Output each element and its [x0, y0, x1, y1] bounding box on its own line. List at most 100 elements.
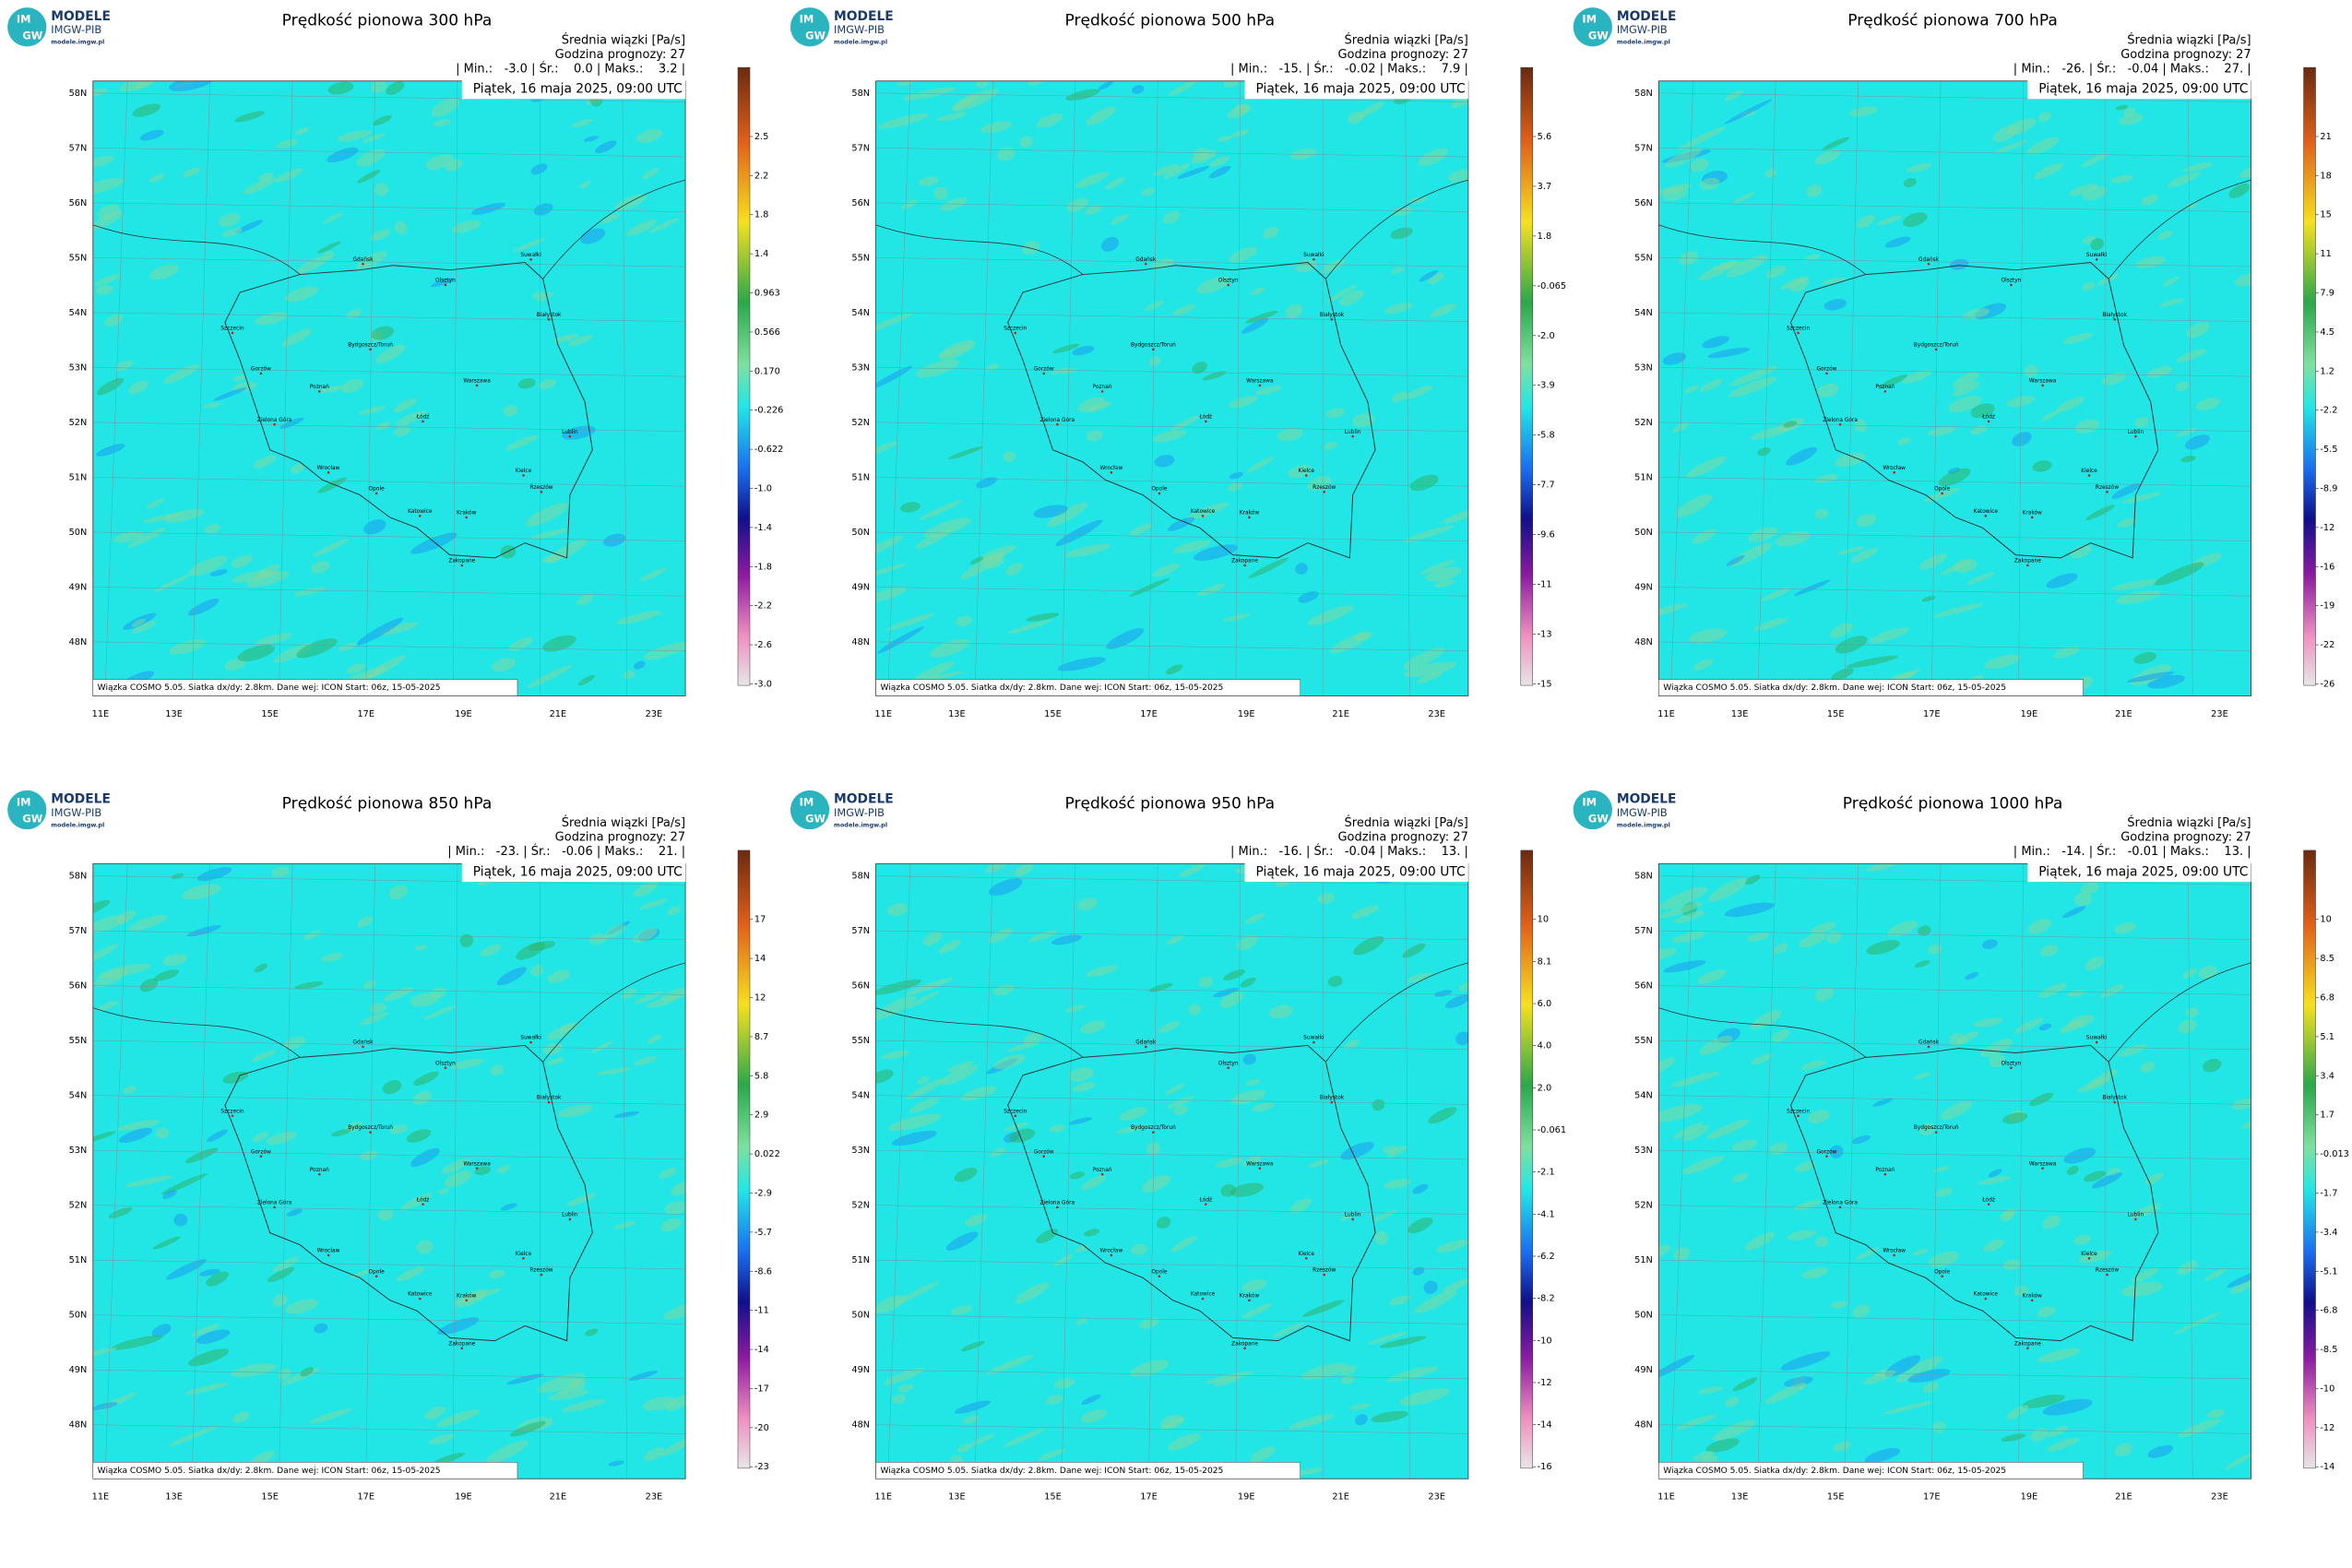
field-patch	[274, 168, 303, 183]
logo-mark: IM	[17, 13, 31, 26]
field-patch	[1349, 1403, 1371, 1410]
colorbar-label: -0.061	[1538, 1125, 1566, 1135]
field-patch	[492, 658, 517, 672]
city-label: Kraków	[2023, 510, 2043, 517]
city-label: Kielce	[1299, 1252, 1315, 1257]
lat-label: 52N	[851, 418, 870, 428]
city-dot	[1838, 422, 1842, 426]
field-patch	[1192, 361, 1207, 374]
field-patch	[875, 441, 897, 457]
logo-url: modele.imgw.pl	[51, 39, 104, 46]
field-patch	[1141, 187, 1155, 196]
lat-label: 58N	[69, 89, 88, 99]
field-patch	[1168, 1433, 1201, 1451]
field-patch	[1069, 1171, 1086, 1180]
graticule	[92, 367, 686, 377]
city-dot	[1941, 492, 1943, 495]
field-patch	[2167, 172, 2201, 187]
field-patch	[1392, 207, 1413, 216]
field-patch	[375, 344, 406, 363]
field-patch	[1918, 925, 1931, 936]
field-patch	[2195, 398, 2221, 410]
field-patch	[451, 220, 481, 233]
colorbar-label: -7.7	[1538, 481, 1555, 491]
field-patch	[917, 1076, 930, 1085]
field-patch	[232, 569, 278, 583]
field-patch	[2228, 183, 2250, 198]
field-patch	[1966, 572, 1995, 586]
city-label: Wrocław	[1100, 1249, 1123, 1254]
field-patch	[643, 642, 686, 660]
graticule	[191, 863, 210, 1479]
field-patch	[671, 1182, 686, 1196]
field-patch	[2022, 1394, 2066, 1408]
field-patch	[2000, 1210, 2014, 1222]
field-patch	[2002, 1259, 2021, 1271]
city-label: Kielce	[2081, 469, 2097, 474]
field-patch	[508, 636, 533, 652]
city-label: Warszawa	[2029, 379, 2057, 385]
graticule	[1931, 863, 1942, 1479]
field-patch	[2024, 364, 2038, 378]
coast	[875, 179, 1468, 279]
field-patch	[1775, 530, 1811, 547]
field-patch	[1170, 1235, 1198, 1253]
field-patch	[501, 1203, 517, 1211]
city-dot	[1330, 318, 1334, 321]
field-patch	[1240, 977, 1256, 988]
field-patch	[2013, 1285, 2029, 1297]
field-patch	[1003, 1428, 1045, 1447]
field-patch	[2183, 203, 2198, 209]
field-patch	[2241, 1121, 2251, 1130]
field-patch	[1771, 1028, 1790, 1043]
city-label: Zielona Góra	[257, 417, 292, 423]
colorbar-label: 5.1	[2320, 1032, 2334, 1042]
valid-time: Piątek, 16 maja 2025, 09:00 UTC	[473, 82, 683, 97]
field-patch	[1106, 628, 1145, 649]
field-patch	[1903, 178, 1917, 188]
city-dot	[2041, 1167, 2044, 1170]
field-patch	[1197, 583, 1226, 597]
city-dot	[1351, 1218, 1354, 1221]
field-patch	[2042, 1215, 2061, 1229]
field-patch	[1672, 1122, 1704, 1139]
field-patch	[1856, 215, 1875, 229]
field-patch	[1348, 111, 1365, 125]
graticule	[92, 1095, 686, 1105]
field-patch	[1172, 304, 1196, 315]
logo-url: modele.imgw.pl	[834, 39, 887, 46]
footer-box	[92, 1462, 518, 1479]
field-patch	[164, 508, 205, 523]
field-patch	[562, 1398, 605, 1412]
field-patch	[1682, 1124, 1709, 1141]
field-patch	[875, 979, 922, 995]
field-patch	[1882, 1401, 1935, 1415]
field-patch	[2091, 1172, 2123, 1189]
lon-label: 19E	[2021, 1492, 2038, 1503]
lon-label: 15E	[1044, 1492, 1062, 1503]
city-label: Łódź	[416, 414, 430, 421]
field-patch	[1699, 260, 1738, 281]
field-patch	[206, 1271, 229, 1287]
graticule	[365, 863, 375, 1479]
field-patch	[1338, 290, 1364, 306]
field-patch	[1787, 1229, 1817, 1241]
field-patch	[2118, 1044, 2147, 1057]
field-patch	[636, 128, 663, 144]
field-patch	[181, 884, 221, 900]
city-label: Gorzów	[1034, 1148, 1054, 1155]
field-patch	[1323, 441, 1338, 450]
city-label: Łódź	[1198, 1196, 1212, 1203]
field-patch	[1726, 255, 1768, 278]
field-patch	[1705, 1438, 1740, 1453]
field-patch	[1219, 991, 1244, 1008]
colorbar-label: -8.5	[2320, 1345, 2337, 1355]
city-dot	[568, 1218, 572, 1221]
colorbar-label: 14	[754, 954, 766, 964]
field-patch	[437, 1188, 450, 1194]
lat-label: 55N	[851, 1036, 870, 1046]
logo-org: IMGW-PIB	[834, 23, 885, 36]
colorbar-label: 2.2	[754, 171, 769, 181]
colorbar-label: 10	[1538, 915, 1549, 925]
